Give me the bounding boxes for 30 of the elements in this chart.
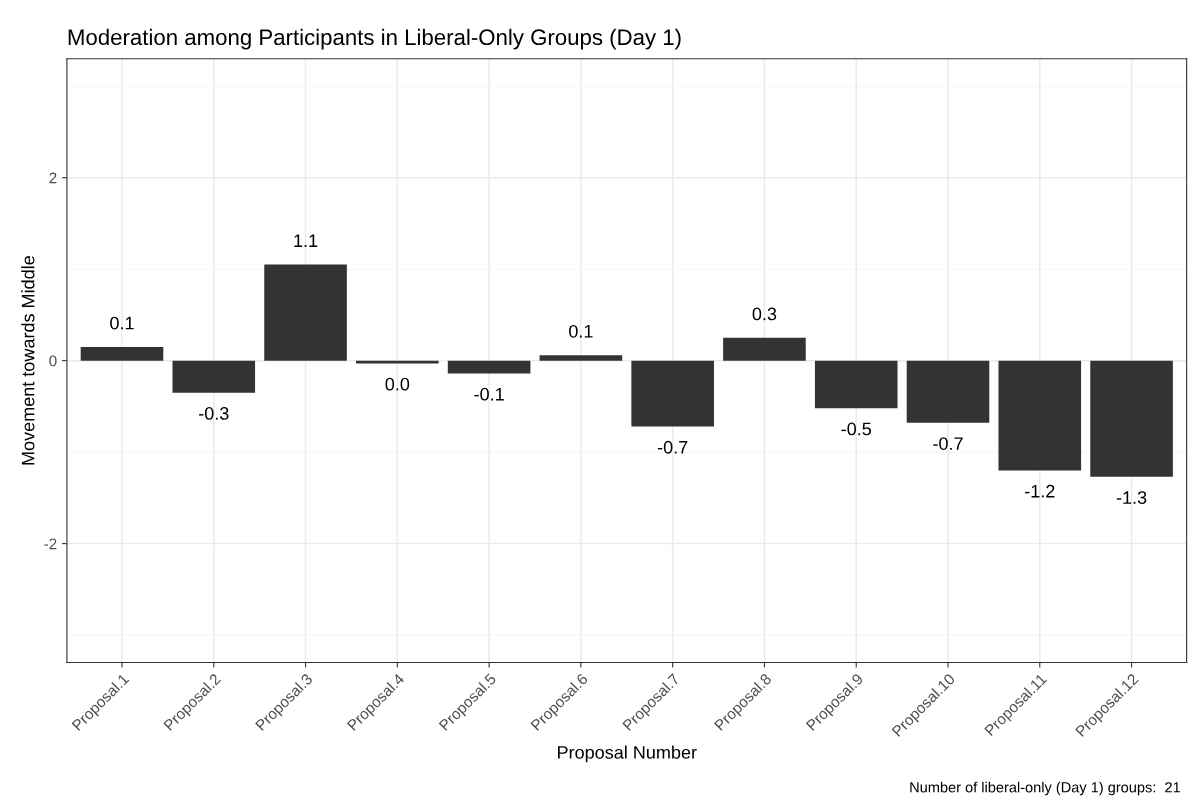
data-label: -0.7: [933, 437, 963, 450]
data-label: 1.1: [294, 234, 318, 247]
text: Number of liberal-only (Day 1) groups: 21: [910, 781, 1180, 796]
data-label: 0.1: [569, 324, 593, 338]
x-axis-title: Proposal Number: [558, 745, 697, 763]
bar: [264, 264, 347, 361]
data-label: -0.5: [841, 422, 872, 436]
bar: [172, 360, 256, 393]
y-axis-title: Movement towards Middle: [21, 256, 35, 465]
bar: [906, 360, 990, 423]
y-tick-label: 0: [49, 355, 57, 367]
data-label: -0.1: [474, 387, 504, 401]
bar: [998, 360, 1082, 471]
data-label: -0.7: [657, 440, 688, 454]
chart-title: Moderation among Participants in Liberal-Only Groups (Day 1): [68, 28, 681, 50]
bar: [814, 360, 898, 409]
data-label: -0.3: [199, 407, 229, 420]
data-label: 0.1: [110, 316, 134, 330]
bar: [631, 360, 714, 427]
data-label: 0.0: [385, 377, 410, 391]
bar: [539, 355, 623, 361]
y-tick-label: 2: [49, 172, 57, 184]
data-label: -1.3: [1116, 491, 1147, 504]
data-label: -1.2: [1025, 484, 1055, 498]
bar: [447, 360, 531, 374]
bar: [1090, 360, 1173, 477]
y-tick-label: -2: [44, 538, 57, 550]
data-label: 0.3: [752, 307, 777, 321]
bar: [80, 346, 164, 361]
bar: [723, 337, 806, 361]
